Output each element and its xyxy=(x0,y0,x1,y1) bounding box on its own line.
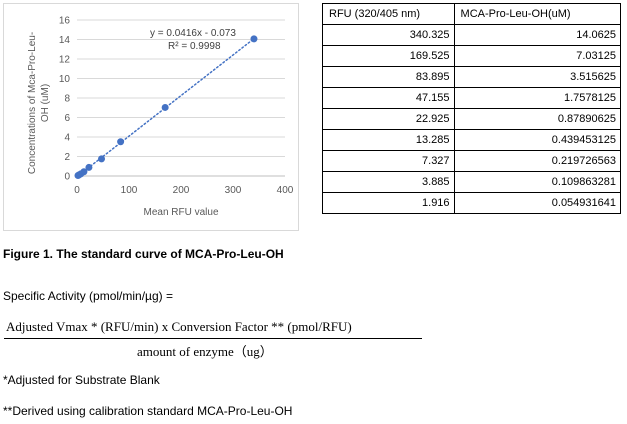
specific-activity-formula: Adjusted Vmax * (RFU/min) x Conversion F… xyxy=(4,318,424,361)
rfu-cell: 83.895 xyxy=(322,66,455,88)
formula-denominator: amount of enzyme（ug） xyxy=(137,344,273,359)
y-tick-label: 2 xyxy=(64,152,70,163)
rfu-cell: 47.155 xyxy=(322,87,455,109)
x-tick-label: 100 xyxy=(121,185,138,196)
concentration-cell: 0.109863281 xyxy=(453,171,622,193)
concentration-cell: 0.87890625 xyxy=(453,108,622,130)
y-tick-label: 0 xyxy=(64,172,70,183)
formula-numerator: Adjusted Vmax * (RFU/min) x Conversion F… xyxy=(6,319,352,334)
table-row: 13.285 0.439453125 xyxy=(322,129,622,151)
y-tick-label: 16 xyxy=(59,16,71,27)
rfu-cell: 3.885 xyxy=(322,171,455,193)
specific-activity-label: Specific Activity (pmol/min/µg) = xyxy=(3,289,173,303)
concentration-cell: 0.439453125 xyxy=(453,129,622,151)
concentration-cell: 1.7578125 xyxy=(453,87,622,109)
rfu-cell: 169.525 xyxy=(322,45,455,67)
table-row: 1.916 0.054931641 xyxy=(322,192,622,214)
concentration-cell: 0.054931641 xyxy=(453,192,622,214)
y-tick-label: 4 xyxy=(64,133,70,144)
gridlines xyxy=(77,19,285,177)
table-row: 3.885 0.109863281 xyxy=(322,171,622,193)
x-tick-label: 400 xyxy=(277,185,294,196)
y-axis-label-line-1: Concentrations of Mca-Pro-Leu- xyxy=(27,32,38,174)
concentration-cell: 14.0625 xyxy=(453,24,622,46)
y-tick-label: 14 xyxy=(59,35,71,46)
table-row: 169.525 7.03125 xyxy=(322,45,622,67)
trendline-equation: y = 0.0416x - 0.073 xyxy=(150,28,236,39)
data-point xyxy=(161,103,169,111)
concentration-cell: 7.03125 xyxy=(453,45,622,67)
x-tick-labels: 0 100 200 300 400 xyxy=(74,185,294,196)
y-tick-label: 12 xyxy=(59,55,71,66)
rfu-cell: 340.325 xyxy=(322,24,455,46)
x-axis-label: Mean RFU value xyxy=(143,207,218,218)
rfu-cell: 13.285 xyxy=(322,129,455,151)
rfu-cell: 7.327 xyxy=(322,150,455,172)
y-tick-label: 8 xyxy=(64,94,70,105)
column-header-concentration: MCA-Pro-Leu-OH(uM) xyxy=(453,3,622,25)
rfu-cell: 1.916 xyxy=(322,192,455,214)
x-tick-label: 0 xyxy=(74,185,80,196)
standard-data-table: RFU (320/405 nm) MCA-Pro-Leu-OH(uM) 340.… xyxy=(322,3,622,214)
trendline-r-squared: R² = 0.9998 xyxy=(168,41,221,52)
table-header-row: RFU (320/405 nm) MCA-Pro-Leu-OH(uM) xyxy=(322,3,622,25)
data-point xyxy=(74,171,82,179)
table-row: 22.925 0.87890625 xyxy=(322,108,622,130)
footnote-calibration-standard: **Derived using calibration standard MCA… xyxy=(3,404,293,418)
data-point xyxy=(98,155,106,163)
data-point xyxy=(250,35,258,43)
y-axis-label-line-2: OH (uM) xyxy=(40,84,51,122)
table-row: 83.895 3.515625 xyxy=(322,66,622,88)
y-tick-labels: 0 2 4 6 8 10 12 14 16 xyxy=(59,16,71,183)
data-point xyxy=(117,138,125,146)
table-row: 340.325 14.0625 xyxy=(322,24,622,46)
figure-caption: Figure 1. The standard curve of MCA-Pro-… xyxy=(3,247,284,261)
table-row: 7.327 0.219726563 xyxy=(322,150,622,172)
concentration-cell: 3.515625 xyxy=(453,66,622,88)
concentration-cell: 0.219726563 xyxy=(453,150,622,172)
footnote-substrate-blank: *Adjusted for Substrate Blank xyxy=(3,373,160,387)
chart-canvas: 0 2 4 6 8 10 12 14 16 0 100 200 300 400 y = 0.0416x … xyxy=(27,16,294,219)
x-tick-label: 200 xyxy=(173,185,190,196)
data-point xyxy=(85,163,93,171)
rfu-cell: 22.925 xyxy=(322,108,455,130)
y-tick-label: 10 xyxy=(59,74,71,85)
standard-curve-chart: 0 2 4 6 8 10 12 14 16 0 100 200 300 400 y = 0.0416x … xyxy=(3,3,299,231)
y-tick-label: 6 xyxy=(64,113,70,124)
table-row: 47.155 1.7578125 xyxy=(322,87,622,109)
data-points xyxy=(74,35,258,179)
column-header-rfu: RFU (320/405 nm) xyxy=(322,3,455,25)
fraction-bar xyxy=(4,338,422,339)
x-tick-label: 300 xyxy=(225,185,242,196)
